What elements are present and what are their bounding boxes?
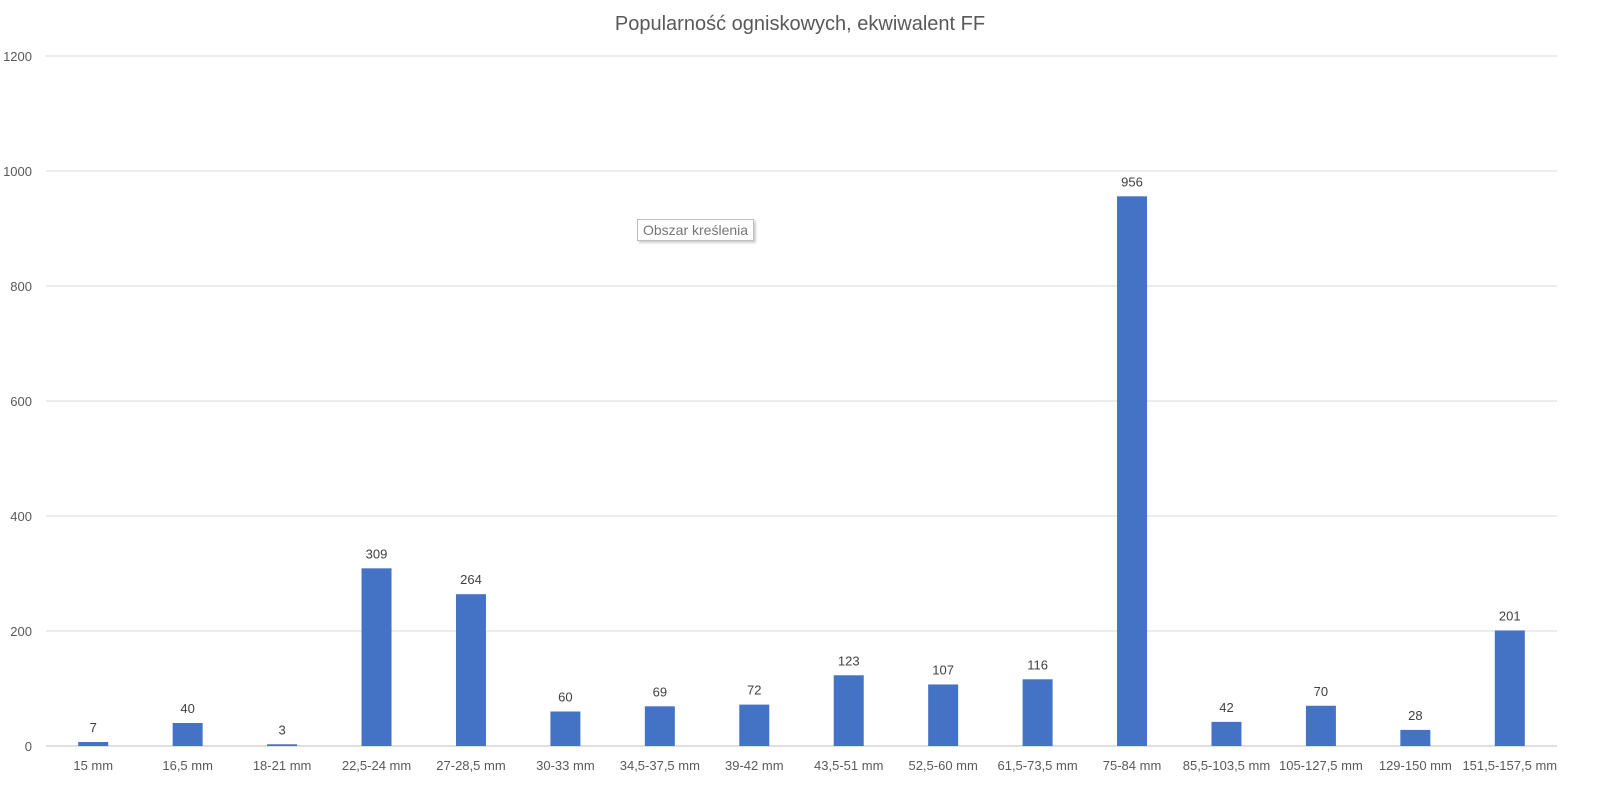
bar: [1117, 196, 1148, 747]
data-label: 3: [278, 722, 285, 737]
x-tick-label: 85,5-103,5 mm: [1183, 758, 1270, 773]
x-tick-label: 16,5 mm: [162, 758, 213, 773]
data-labels: 7 40 3 309 264 60 69 72 123 107 116 956 42 70 28 201: [90, 174, 1521, 737]
bar: [550, 711, 581, 746]
x-tick-label: 34,5-37,5 mm: [620, 758, 700, 773]
y-tick-label: 200: [10, 624, 32, 639]
bars: [78, 196, 1525, 747]
data-label: 956: [1121, 174, 1143, 189]
x-tick-label: 151,5-157,5 mm: [1462, 758, 1557, 773]
data-label: 70: [1314, 684, 1328, 699]
bar: [78, 741, 109, 746]
bar: [833, 675, 864, 746]
y-tick-label: 0: [25, 739, 32, 754]
x-tick-label: 75-84 mm: [1103, 758, 1162, 773]
plot-area-tooltip: Obszar kreślenia: [637, 219, 755, 241]
bar: [1305, 705, 1336, 746]
data-label: 116: [1027, 657, 1048, 672]
y-tick-label: 400: [10, 509, 32, 524]
bar: [1400, 729, 1431, 746]
gridlines: [46, 55, 1557, 747]
bar: [739, 704, 770, 746]
bar: [1494, 630, 1525, 746]
y-tick-label: 1000: [3, 164, 32, 179]
data-label: 42: [1219, 700, 1233, 715]
data-label: 7: [90, 720, 97, 735]
bar: [644, 706, 675, 746]
data-label: 69: [653, 684, 667, 699]
bar: [361, 568, 392, 746]
x-tick-label: 43,5-51 mm: [814, 758, 883, 773]
x-tick-label: 27-28,5 mm: [436, 758, 505, 773]
bar: [172, 723, 203, 746]
bar: [267, 744, 298, 746]
data-label: 28: [1408, 708, 1422, 723]
x-tick-label: 22,5-24 mm: [342, 758, 411, 773]
x-tick-label: 30-33 mm: [536, 758, 595, 773]
x-tick-label: 129-150 mm: [1379, 758, 1452, 773]
bar: [1022, 679, 1053, 746]
x-tick-label: 105-127,5 mm: [1279, 758, 1363, 773]
data-label: 107: [932, 662, 954, 677]
y-axis-ticks: 0 200 400 600 800 1000 1200: [3, 49, 32, 754]
data-label: 72: [747, 683, 761, 698]
bar: [455, 594, 486, 746]
data-label: 264: [460, 572, 482, 587]
data-label: 309: [366, 546, 388, 561]
x-tick-label: 52,5-60 mm: [908, 758, 977, 773]
data-label: 60: [558, 690, 572, 705]
y-tick-label: 1200: [3, 49, 32, 64]
bar: [928, 684, 959, 746]
x-tick-label: 61,5-73,5 mm: [997, 758, 1077, 773]
x-tick-label: 18-21 mm: [253, 758, 312, 773]
data-label: 40: [180, 701, 194, 716]
data-label: 123: [838, 653, 860, 668]
x-tick-label: 39-42 mm: [725, 758, 784, 773]
x-axis-ticks: 15 mm 16,5 mm 18-21 mm 22,5-24 mm 27-28,5 mm…: [73, 758, 1557, 773]
y-tick-label: 800: [10, 279, 32, 294]
bar: [1211, 721, 1242, 746]
x-tick-label: 15 mm: [73, 758, 113, 773]
y-tick-label: 600: [10, 394, 32, 409]
chart-title: Popularność ogniskowych, ekwiwalent FF: [615, 13, 985, 35]
data-label: 201: [1499, 608, 1521, 623]
